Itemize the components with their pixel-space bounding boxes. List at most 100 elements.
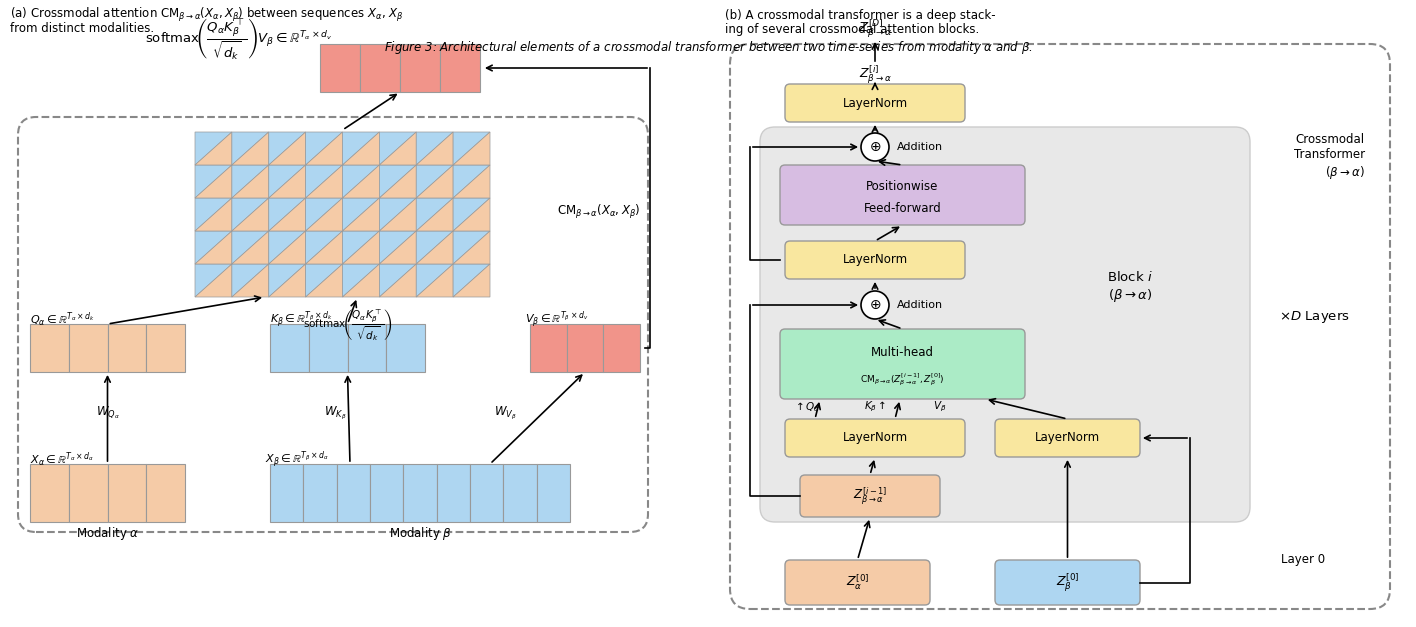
Polygon shape (379, 264, 416, 297)
Text: $\mathrm{CM}_{\beta\to\alpha}(X_\alpha, X_\beta)$: $\mathrm{CM}_{\beta\to\alpha}(X_\alpha, … (556, 203, 640, 221)
Polygon shape (195, 231, 232, 264)
Text: LayerNorm: LayerNorm (843, 253, 908, 266)
Polygon shape (416, 264, 453, 297)
Polygon shape (269, 165, 306, 198)
Polygon shape (453, 231, 490, 264)
Polygon shape (379, 198, 416, 231)
Polygon shape (343, 198, 379, 231)
FancyBboxPatch shape (784, 84, 964, 122)
Polygon shape (195, 165, 232, 198)
Polygon shape (379, 231, 416, 264)
Polygon shape (269, 165, 306, 198)
FancyBboxPatch shape (436, 464, 470, 522)
FancyBboxPatch shape (760, 127, 1250, 522)
Polygon shape (306, 231, 343, 264)
Text: LayerNorm: LayerNorm (843, 97, 908, 110)
Polygon shape (195, 198, 232, 231)
FancyBboxPatch shape (784, 560, 930, 605)
Polygon shape (416, 198, 453, 231)
FancyBboxPatch shape (603, 324, 640, 372)
Text: Positionwise: Positionwise (867, 179, 939, 192)
Polygon shape (453, 231, 490, 264)
Polygon shape (453, 165, 490, 198)
FancyBboxPatch shape (370, 464, 404, 522)
FancyBboxPatch shape (108, 464, 146, 522)
Polygon shape (195, 198, 232, 231)
FancyBboxPatch shape (337, 464, 370, 522)
FancyBboxPatch shape (320, 44, 360, 92)
Polygon shape (306, 231, 343, 264)
Circle shape (861, 133, 889, 161)
Text: Multi-head: Multi-head (871, 345, 935, 359)
Polygon shape (232, 132, 269, 165)
Polygon shape (232, 264, 269, 297)
FancyBboxPatch shape (30, 464, 69, 522)
Text: Layer 0: Layer 0 (1281, 552, 1325, 566)
Polygon shape (306, 198, 343, 231)
Text: LayerNorm: LayerNorm (1035, 431, 1100, 445)
Polygon shape (306, 198, 343, 231)
Polygon shape (379, 165, 416, 198)
Text: $Z_{\beta\to\alpha}^{[D]}$: $Z_{\beta\to\alpha}^{[D]}$ (858, 18, 892, 40)
Text: $\oplus$: $\oplus$ (869, 140, 881, 154)
Polygon shape (343, 231, 379, 264)
Polygon shape (306, 165, 343, 198)
FancyBboxPatch shape (30, 324, 69, 372)
FancyBboxPatch shape (800, 475, 940, 517)
Polygon shape (232, 264, 269, 297)
FancyBboxPatch shape (387, 324, 425, 372)
Polygon shape (306, 264, 343, 297)
Polygon shape (232, 231, 269, 264)
Text: $W_{K_\beta}$: $W_{K_\beta}$ (324, 404, 347, 421)
Polygon shape (379, 132, 416, 165)
Text: (b) A crossmodal transformer is a deep stack-: (b) A crossmodal transformer is a deep s… (725, 9, 995, 21)
FancyBboxPatch shape (784, 241, 964, 279)
Polygon shape (306, 132, 343, 165)
FancyBboxPatch shape (399, 44, 440, 92)
FancyBboxPatch shape (537, 464, 571, 522)
Polygon shape (416, 165, 453, 198)
Polygon shape (416, 231, 453, 264)
FancyBboxPatch shape (530, 324, 566, 372)
Polygon shape (195, 264, 232, 297)
Polygon shape (232, 198, 269, 231)
Text: Addition: Addition (896, 142, 943, 152)
Polygon shape (195, 264, 232, 297)
Polygon shape (379, 231, 416, 264)
Text: $\mathrm{softmax}\!\left(\dfrac{Q_\alpha K_\beta^\top}{\sqrt{d_k}}\right)$: $\mathrm{softmax}\!\left(\dfrac{Q_\alpha… (303, 307, 392, 343)
Polygon shape (232, 165, 269, 198)
Text: $Z_{\beta\to\alpha}^{[i]}$: $Z_{\beta\to\alpha}^{[i]}$ (858, 64, 892, 86)
Circle shape (861, 291, 889, 319)
Polygon shape (453, 165, 490, 198)
FancyBboxPatch shape (270, 464, 303, 522)
Polygon shape (269, 264, 306, 297)
FancyBboxPatch shape (347, 324, 387, 372)
Text: $W_{V_\beta}$: $W_{V_\beta}$ (494, 404, 517, 421)
Text: $K_\beta \in \mathbb{R}^{T_\beta \times d_k}$: $K_\beta \in \mathbb{R}^{T_\beta \times … (270, 310, 333, 330)
Text: $\mathrm{softmax}\!\left(\dfrac{Q_\alpha K_\beta^\top}{\sqrt{d_k}}\right)V_\beta: $\mathrm{softmax}\!\left(\dfrac{Q_\alpha… (144, 16, 333, 61)
Polygon shape (343, 198, 379, 231)
Polygon shape (416, 132, 453, 165)
Polygon shape (416, 165, 453, 198)
Text: $\times D$ Layers: $\times D$ Layers (1279, 309, 1349, 325)
Polygon shape (453, 264, 490, 297)
FancyBboxPatch shape (503, 464, 537, 522)
Text: ing of several crossmodal attention blocks.: ing of several crossmodal attention bloc… (725, 23, 980, 36)
Polygon shape (453, 198, 490, 231)
Text: $\uparrow Q_\alpha$: $\uparrow Q_\alpha$ (793, 400, 821, 414)
Polygon shape (195, 165, 232, 198)
Text: $\oplus$: $\oplus$ (869, 298, 881, 312)
Polygon shape (416, 231, 453, 264)
FancyBboxPatch shape (566, 324, 603, 372)
Text: $Q_\alpha \in \mathbb{R}^{T_\alpha \times d_k}$: $Q_\alpha \in \mathbb{R}^{T_\alpha \time… (30, 311, 95, 329)
Text: $\mathrm{CM}_{\beta\to\alpha}(Z_{\beta\to\alpha}^{[i-1]}, Z_\beta^{[0]})$: $\mathrm{CM}_{\beta\to\alpha}(Z_{\beta\t… (860, 371, 944, 387)
Polygon shape (232, 231, 269, 264)
FancyBboxPatch shape (995, 419, 1140, 457)
Text: Figure 3: Architectural elements of a crossmodal transformer between two time-se: Figure 3: Architectural elements of a cr… (384, 38, 1032, 56)
Polygon shape (453, 132, 490, 165)
Text: Modality $\alpha$: Modality $\alpha$ (76, 525, 139, 542)
Polygon shape (232, 132, 269, 165)
Polygon shape (343, 132, 379, 165)
FancyBboxPatch shape (470, 464, 503, 522)
Polygon shape (195, 132, 232, 165)
